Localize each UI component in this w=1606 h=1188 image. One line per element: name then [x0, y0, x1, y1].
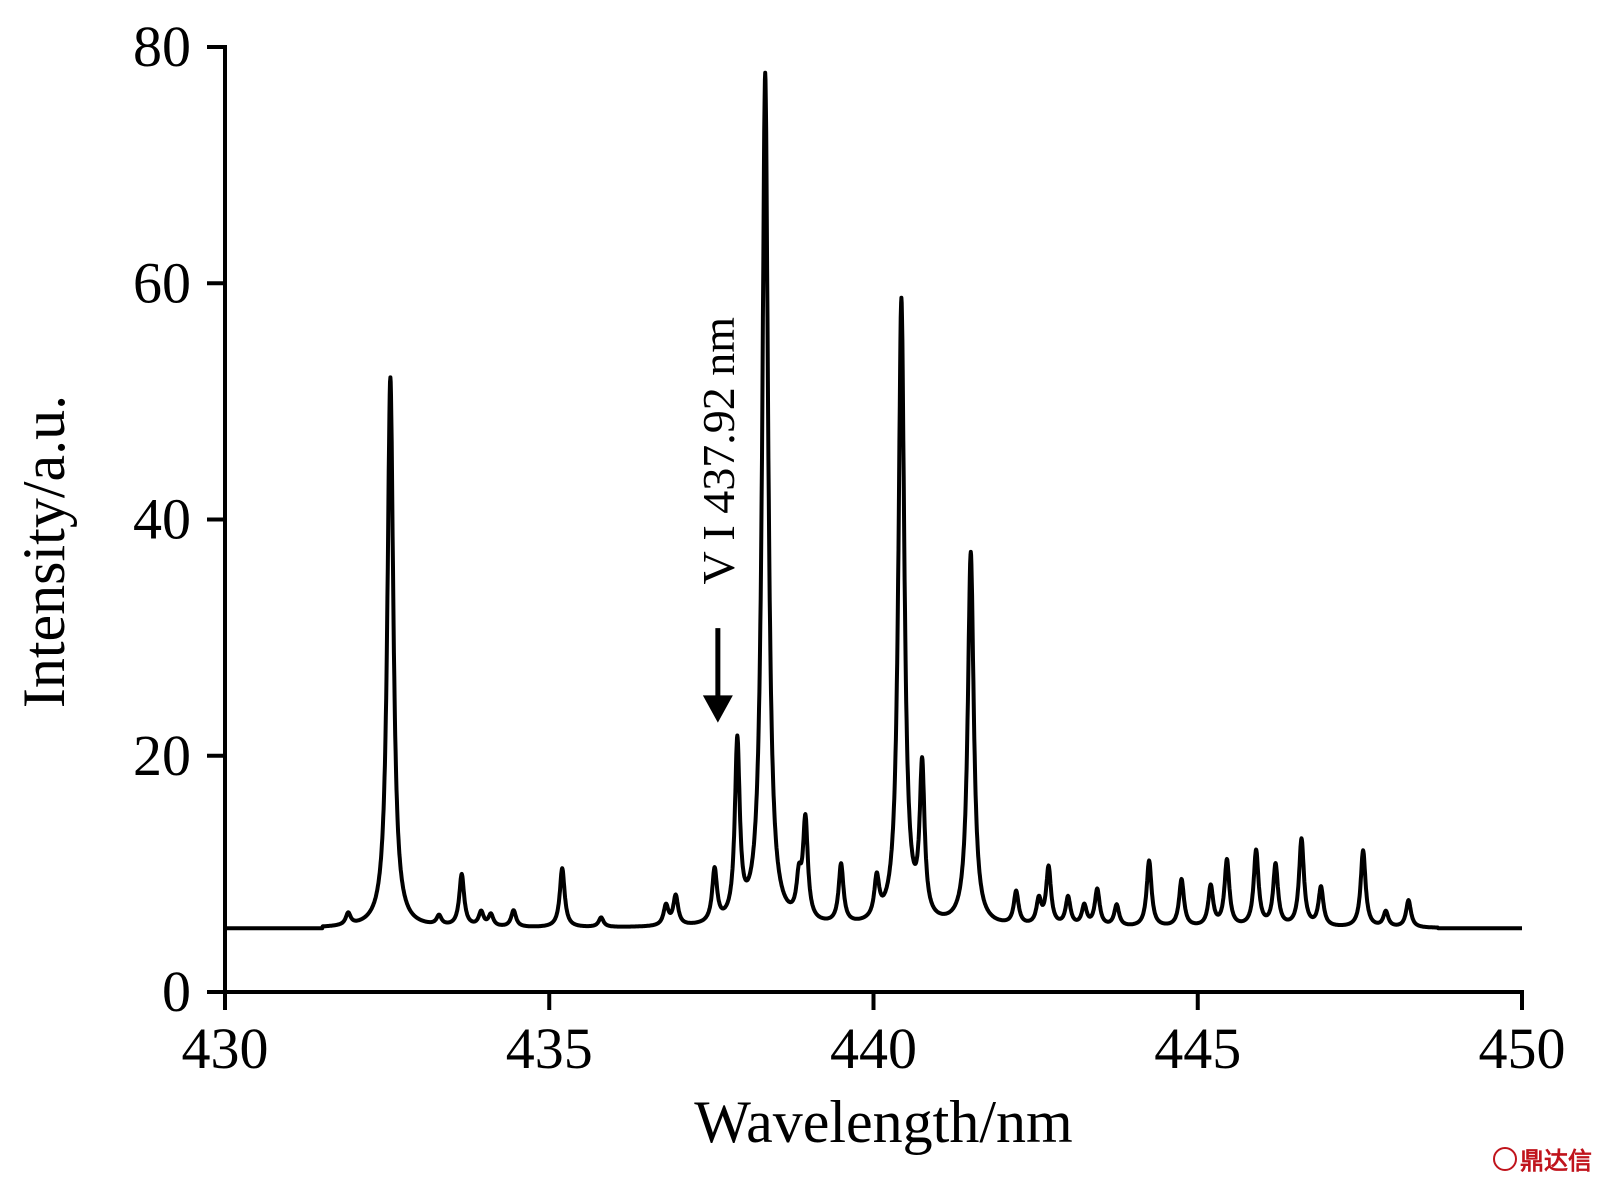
- x-tick-label: 445: [1154, 1016, 1241, 1081]
- y-tick-label: 60: [133, 250, 191, 315]
- x-axis-title: Wavelength/nm: [694, 1089, 1072, 1155]
- annotation-arrow-head: [702, 695, 733, 723]
- y-tick-label: 40: [133, 487, 191, 552]
- watermark-text: 鼎达信: [1520, 1147, 1592, 1175]
- y-axis-title: Intensity/a.u.: [11, 395, 77, 708]
- axes: [223, 45, 1524, 994]
- peak-annotation: V I 437.92 nm: [693, 317, 744, 723]
- watermark-seal-icon: [1493, 1146, 1517, 1171]
- axis-ticks: 430 435 440 445 450 0 20 40 60 80: [133, 14, 1566, 1081]
- x-tick-label: 450: [1479, 1016, 1566, 1081]
- y-tick-label: 20: [133, 723, 191, 788]
- y-tick-label: 0: [162, 959, 191, 1024]
- x-tick-label: 435: [506, 1016, 593, 1081]
- spectrum-line: [223, 70, 1524, 931]
- watermark: 鼎达信: [1493, 1141, 1592, 1176]
- x-tick-label: 440: [830, 1016, 917, 1081]
- annotation-label: V I 437.92 nm: [693, 317, 744, 585]
- x-tick-label: 430: [182, 1016, 269, 1081]
- y-tick-label: 80: [133, 14, 191, 79]
